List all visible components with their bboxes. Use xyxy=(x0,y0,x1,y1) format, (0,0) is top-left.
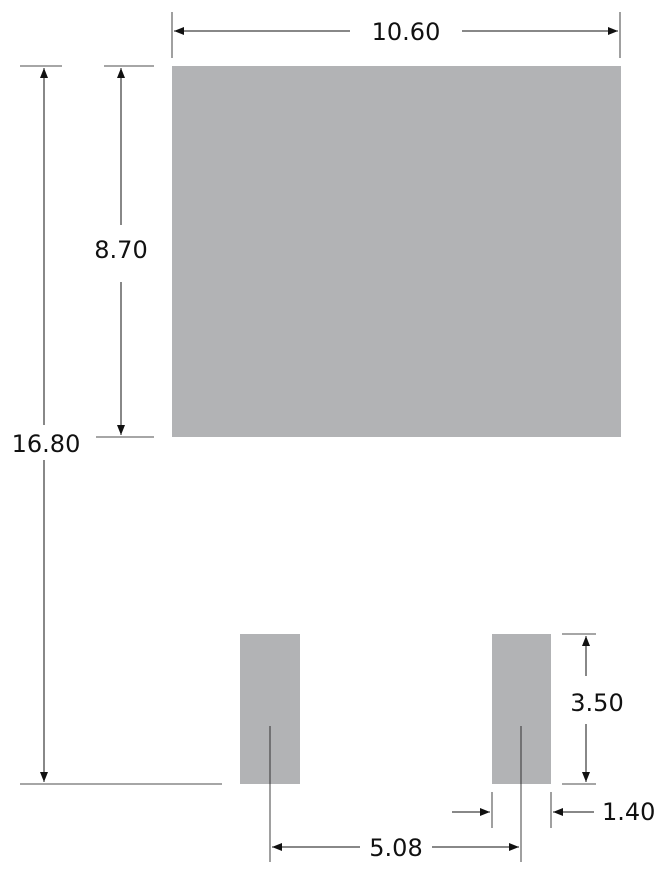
dimension-label: 16.80 xyxy=(12,430,81,458)
dimension-large-pad-height: 8.70 xyxy=(94,65,154,438)
dimension-pad-pitch: 5.08 xyxy=(269,726,522,862)
dimension-small-pad-width: 1.40 xyxy=(452,792,655,828)
large-pad xyxy=(172,66,621,437)
dimension-label: 5.08 xyxy=(369,834,422,862)
dimension-label: 1.40 xyxy=(602,798,655,826)
dimension-overall-height: 16.80 xyxy=(12,65,222,785)
dimension-label: 8.70 xyxy=(94,236,147,264)
dimension-label: 3.50 xyxy=(570,689,623,717)
dimension-small-pad-height: 3.50 xyxy=(562,633,624,785)
dimension-label: 10.60 xyxy=(372,18,441,46)
small-pad-right xyxy=(492,634,551,784)
dimension-large-pad-width: 10.60 xyxy=(171,12,621,58)
